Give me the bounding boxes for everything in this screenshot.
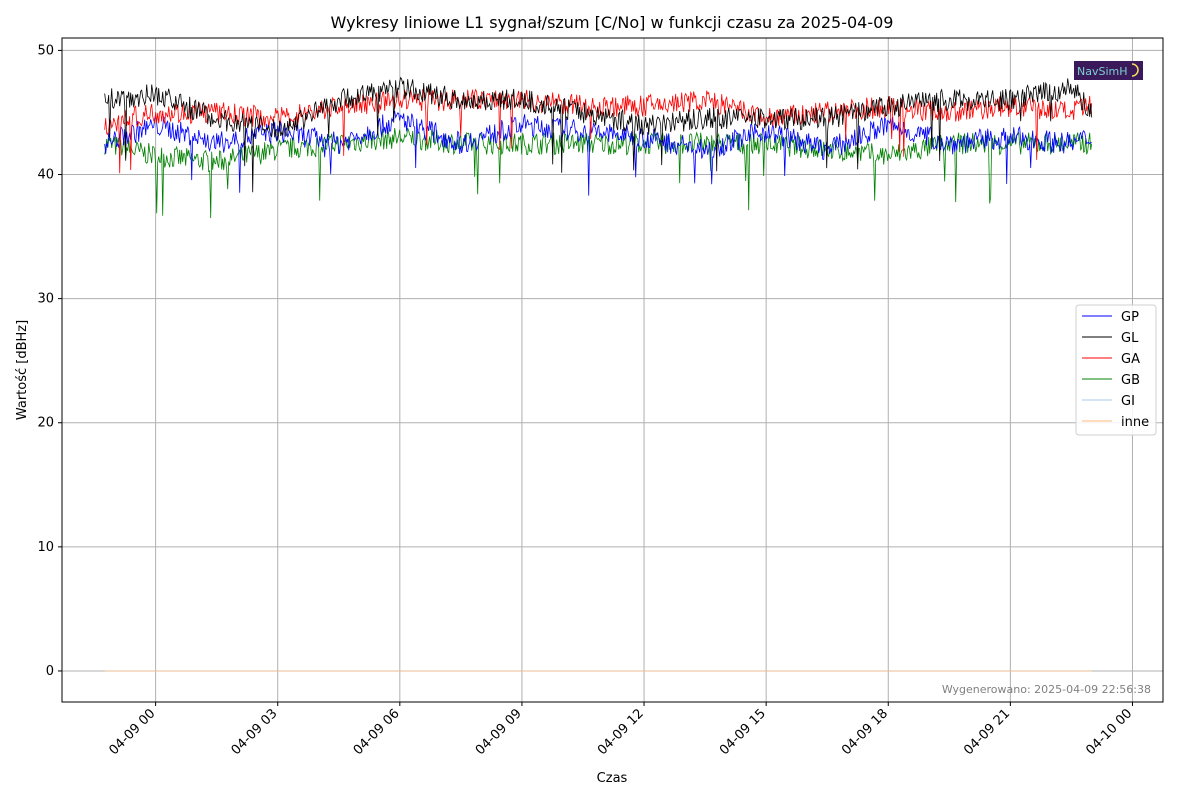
y-tick-label: 20	[37, 416, 54, 431]
y-tick-label: 40	[37, 168, 54, 183]
legend-label-gi: GI	[1121, 394, 1135, 409]
series-line-gp	[104, 110, 1092, 196]
y-axis-label: Wartość [dBHz]	[15, 320, 30, 420]
plot-frame	[61, 37, 1164, 703]
series-layer	[104, 76, 1093, 672]
y-tick-label: 30	[37, 292, 54, 307]
y-tick-label: 0	[46, 664, 54, 679]
series-line-gl	[104, 76, 1093, 193]
chart-title: Wykresy liniowe L1 sygnał/szum [C/No] w …	[331, 13, 894, 32]
y-axis: 0 10 20 30 40 50	[37, 43, 62, 679]
watermark-logo: NavSimH	[1074, 61, 1143, 80]
legend-label-gl: GL	[1121, 331, 1139, 346]
generated-timestamp: Wygenerowano: 2025-04-09 22:56:38	[942, 683, 1151, 696]
legend-label-gp: GP	[1121, 310, 1139, 325]
legend-label-ga: GA	[1121, 352, 1140, 367]
x-axis-label: Czas	[597, 771, 628, 786]
series-line-gb	[104, 127, 1093, 219]
legend-label-inne: inne	[1121, 415, 1149, 430]
legend-label-gb: GB	[1121, 373, 1140, 388]
y-tick-label: 50	[37, 43, 54, 58]
legend: GP GL GA GB GI inne	[1075, 304, 1157, 436]
y-tick-label: 10	[37, 540, 54, 555]
watermark-text: NavSimH	[1077, 65, 1128, 78]
